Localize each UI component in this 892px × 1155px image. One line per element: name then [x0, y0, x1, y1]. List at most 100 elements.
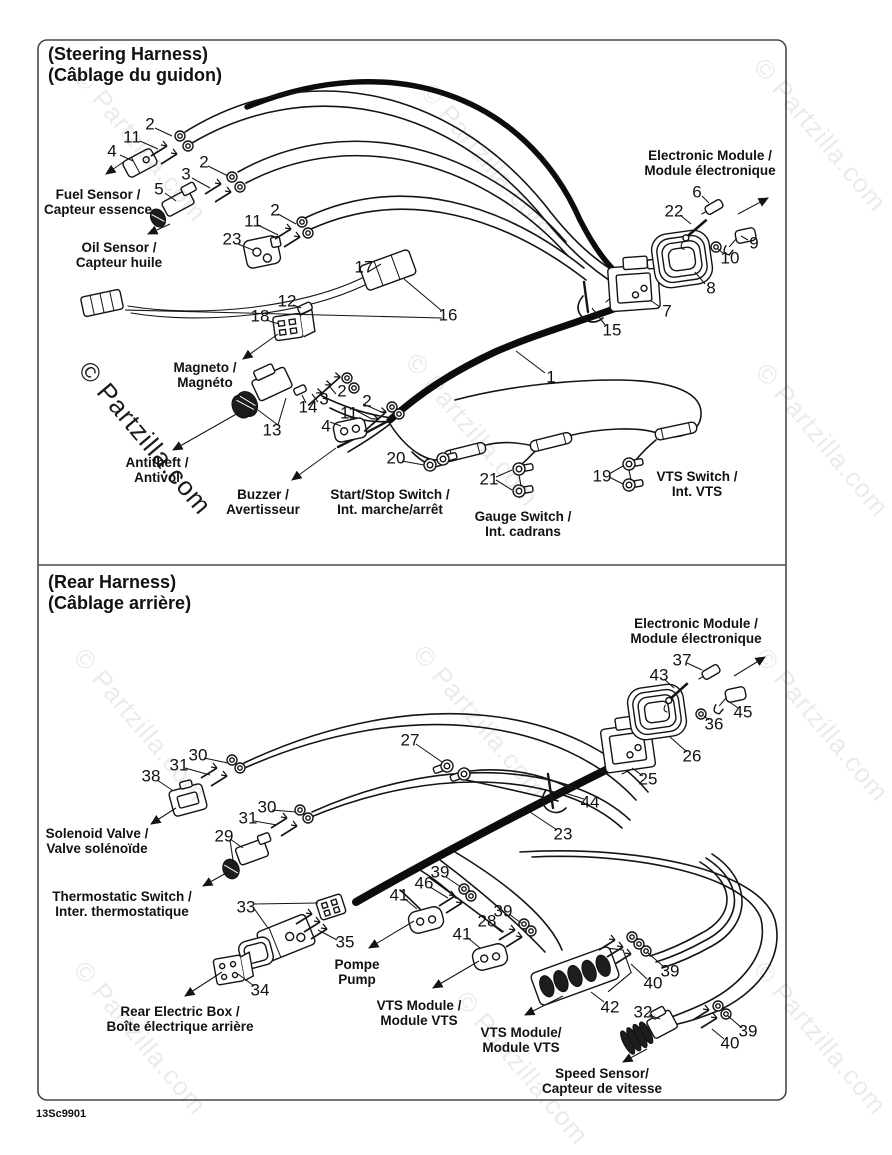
vts-module-connector-41 [471, 943, 509, 971]
callout-number-33: 33 [236, 897, 256, 917]
steering-harness-art [80, 78, 769, 499]
callout-number-39: 39 [430, 862, 450, 882]
vts-module-block-42 [530, 946, 632, 1006]
callout-number-30: 30 [188, 745, 208, 765]
terminal-14 [293, 384, 307, 396]
callout-number-1: 1 [546, 367, 556, 387]
callout-number-40: 40 [643, 973, 663, 993]
callout-number-2: 2 [337, 381, 347, 401]
part-label-antitheft: Antitheft / Antivol [125, 455, 189, 485]
callout-number-40: 40 [720, 1033, 740, 1053]
solenoid-valve-connector-38 [168, 779, 208, 817]
callout-number-4: 4 [321, 416, 331, 436]
callout-number-32: 32 [633, 1002, 653, 1022]
part-label-vts-module-2: VTS Module/Module VTS [480, 1025, 562, 1055]
callout-number-22: 22 [664, 201, 684, 221]
rear-label-arrows [150, 807, 648, 1063]
callout-number-21: 21 [479, 469, 499, 489]
callout-number-15: 15 [602, 320, 622, 340]
thermostatic-grommet [222, 858, 240, 880]
callout-number-8: 8 [706, 278, 716, 298]
callout-number-18: 18 [250, 306, 270, 326]
callout-number-41: 41 [452, 924, 472, 944]
steering-label-arrows [105, 160, 337, 481]
cable-tie-44 [541, 772, 567, 814]
pin-37 [698, 664, 721, 680]
callout-number-2: 2 [270, 200, 280, 220]
thermostatic-connector-29 [234, 832, 272, 866]
callout-number-42: 42 [600, 997, 620, 1017]
callout-number-4: 4 [107, 141, 117, 161]
steering-leader-lines [119, 127, 749, 491]
callout-number-2: 2 [199, 152, 209, 172]
steering-main-harness [386, 292, 652, 424]
pin-6 [701, 199, 724, 215]
part-label-pump: Pompe Pump [334, 957, 380, 987]
connector-16 [80, 288, 124, 318]
callout-number-30: 30 [257, 797, 277, 817]
pump-connector-41 [407, 906, 445, 934]
callout-number-13: 13 [262, 420, 282, 440]
part-label-start-stop-switch: Start/Stop Switch / Int. marche/arrêt [330, 487, 450, 517]
part-label-fuel-sensor: Fuel Sensor / Capteur essence [43, 187, 153, 217]
callout-number-20: 20 [386, 448, 406, 468]
cable-tie-15 [577, 280, 604, 323]
callout-number-34: 34 [250, 980, 270, 1000]
grommet-13 [231, 390, 259, 419]
diagram-code: 13Sc9901 [36, 1108, 87, 1120]
part-label-electronic-module-rear: Electronic Module / Module électronique [630, 616, 762, 646]
callout-number-19: 19 [592, 466, 612, 486]
callout-number-16: 16 [438, 305, 458, 325]
connector-17 [359, 249, 417, 291]
part-label-oil-sensor: Oil Sensor / Capteur huile [75, 240, 163, 270]
callout-number-9: 9 [749, 233, 759, 253]
rear-module-direction-arrow [733, 656, 766, 677]
callout-number-23: 23 [222, 229, 242, 249]
magneto-connector [251, 363, 293, 402]
part-label-magneto: Magneto / Magnéto [173, 360, 237, 390]
plate-connector-33 [315, 893, 347, 921]
callout-number-12: 12 [277, 291, 297, 311]
rear-section-title: (Rear Harness) (Câblage arrière) [48, 572, 192, 613]
callout-number-10: 10 [720, 248, 740, 268]
part-label-speed-sensor: Speed Sensor/Capteur de vitesse [541, 1066, 663, 1096]
callout-number-11: 11 [123, 127, 141, 147]
rear-electric-box-plate-34 [212, 951, 255, 986]
callout-number-36: 36 [704, 714, 724, 734]
callout-number-35: 35 [335, 932, 355, 952]
callout-number-45: 45 [733, 702, 753, 722]
module-seal-8 [650, 229, 714, 289]
part-label-vts-switch: VTS Switch / Int. VTS [656, 469, 738, 499]
callout-number-11: 11 [244, 211, 262, 231]
plate-connector-18 [272, 308, 316, 342]
rear-leader-lines [156, 662, 743, 1040]
callout-number-29: 29 [214, 826, 234, 846]
part-label-solenoid-valve: Solenoid Valve / Valve solénoïde [45, 826, 149, 856]
fuel-sensor-connector [122, 148, 158, 178]
diagram-border [37, 39, 787, 1101]
shrink-tube-vts [653, 420, 699, 442]
callout-number-37: 37 [672, 650, 692, 670]
callout-number-39: 39 [493, 901, 513, 921]
speed-sensor [620, 1005, 678, 1055]
connector-23 [242, 235, 282, 269]
callout-number-2: 2 [362, 391, 372, 411]
callout-number-41: 41 [389, 885, 409, 905]
callout-number-3: 3 [319, 389, 329, 409]
callout-number-6: 6 [692, 182, 702, 202]
callout-number-23: 23 [553, 824, 573, 844]
part-label-gauge-switch: Gauge Switch / Int. cadrans [474, 509, 572, 539]
callout-number-31: 31 [169, 755, 189, 775]
oil-sensor-grommet [149, 208, 167, 228]
callout-number-28: 28 [477, 911, 497, 931]
part-label-vts-module-1: VTS Module / Module VTS [376, 998, 462, 1028]
buzzer-connector [332, 417, 368, 443]
callout-number-46: 46 [414, 873, 434, 893]
callout-number-25: 25 [638, 769, 658, 789]
callout-number-7: 7 [662, 301, 672, 321]
callout-number-14: 14 [298, 397, 318, 417]
callout-number-38: 38 [141, 766, 161, 786]
nut-36 [695, 708, 707, 720]
callout-number-17: 17 [354, 257, 374, 277]
shrink-tube-gauge [528, 430, 574, 454]
